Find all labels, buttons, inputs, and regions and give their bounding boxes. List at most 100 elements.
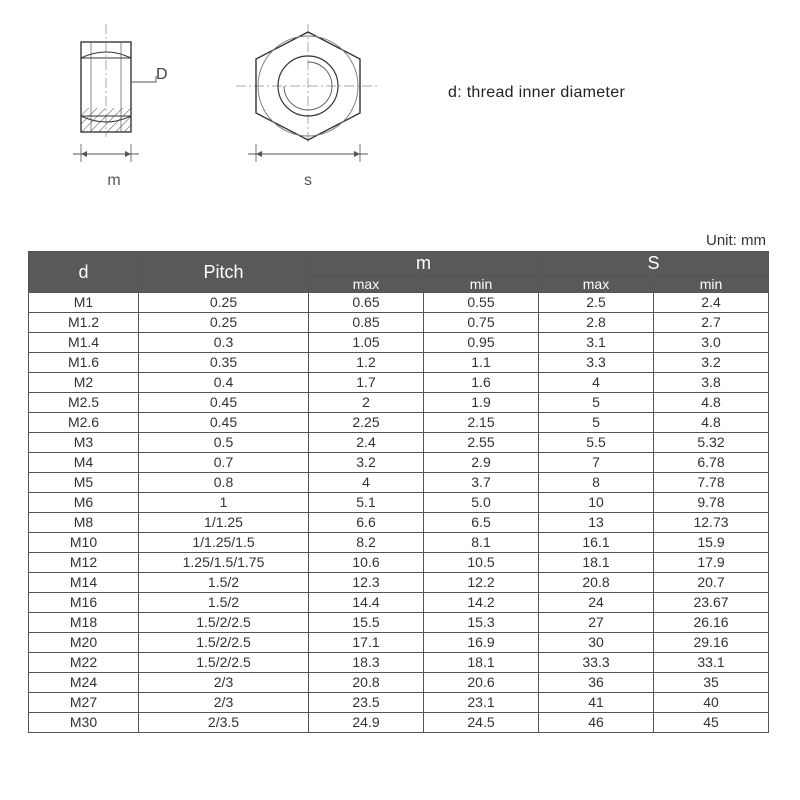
table-row: M272/323.523.14140 <box>29 693 769 713</box>
cell-s_max: 41 <box>539 693 654 713</box>
cell-d: M30 <box>29 713 139 733</box>
table-row: M181.5/2/2.515.515.32726.16 <box>29 613 769 633</box>
col-s-min: min <box>654 276 769 293</box>
cell-pitch: 1.5/2/2.5 <box>139 653 309 673</box>
cell-s_min: 40 <box>654 693 769 713</box>
cell-m_max: 3.2 <box>309 453 424 473</box>
cell-pitch: 2/3 <box>139 673 309 693</box>
cell-pitch: 2/3 <box>139 693 309 713</box>
table-row: M141.5/212.312.220.820.7 <box>29 573 769 593</box>
cell-s_max: 16.1 <box>539 533 654 553</box>
cell-s_max: 4 <box>539 373 654 393</box>
cell-d: M2 <box>29 373 139 393</box>
cell-s_max: 10 <box>539 493 654 513</box>
table-row: M1.40.31.050.953.13.0 <box>29 333 769 353</box>
cell-m_min: 18.1 <box>424 653 539 673</box>
cell-m_min: 20.6 <box>424 673 539 693</box>
cell-m_min: 14.2 <box>424 593 539 613</box>
nut-top-view: s <box>218 24 398 190</box>
cell-s_min: 7.78 <box>654 473 769 493</box>
cell-s_max: 13 <box>539 513 654 533</box>
cell-pitch: 1.25/1.5/1.75 <box>139 553 309 573</box>
cell-s_max: 5 <box>539 413 654 433</box>
cell-s_max: 8 <box>539 473 654 493</box>
cell-m_max: 0.65 <box>309 293 424 313</box>
cell-m_min: 0.55 <box>424 293 539 313</box>
cell-s_min: 29.16 <box>654 633 769 653</box>
table-row: M121.25/1.5/1.7510.610.518.117.9 <box>29 553 769 573</box>
cell-s_max: 46 <box>539 713 654 733</box>
cell-m_min: 10.5 <box>424 553 539 573</box>
table-row: M2.50.4521.954.8 <box>29 393 769 413</box>
table-row: M101/1.25/1.58.28.116.115.9 <box>29 533 769 553</box>
cell-s_min: 26.16 <box>654 613 769 633</box>
cell-s_max: 36 <box>539 673 654 693</box>
table-row: M221.5/2/2.518.318.133.333.1 <box>29 653 769 673</box>
cell-pitch: 1.5/2 <box>139 593 309 613</box>
cell-d: M2.6 <box>29 413 139 433</box>
cell-m_max: 24.9 <box>309 713 424 733</box>
table-row: M161.5/214.414.22423.67 <box>29 593 769 613</box>
cell-m_min: 8.1 <box>424 533 539 553</box>
cell-m_max: 2.4 <box>309 433 424 453</box>
cell-pitch: 0.25 <box>139 293 309 313</box>
cell-m_min: 12.2 <box>424 573 539 593</box>
cell-pitch: 0.4 <box>139 373 309 393</box>
cell-s_max: 2.8 <box>539 313 654 333</box>
table-row: M10.250.650.552.52.4 <box>29 293 769 313</box>
cell-pitch: 1.5/2 <box>139 573 309 593</box>
cell-m_min: 1.6 <box>424 373 539 393</box>
cell-s_min: 3.0 <box>654 333 769 353</box>
table-row: M2.60.452.252.1554.8 <box>29 413 769 433</box>
cell-d: M20 <box>29 633 139 653</box>
cell-s_min: 12.73 <box>654 513 769 533</box>
cell-m_min: 3.7 <box>424 473 539 493</box>
cell-m_min: 2.9 <box>424 453 539 473</box>
cell-m_min: 24.5 <box>424 713 539 733</box>
cell-s_max: 24 <box>539 593 654 613</box>
cell-m_max: 1.2 <box>309 353 424 373</box>
table-row: M615.15.0109.78 <box>29 493 769 513</box>
diagram-row: D m s <box>28 24 772 190</box>
cell-m_min: 6.5 <box>424 513 539 533</box>
table-row: M1.20.250.850.752.82.7 <box>29 313 769 333</box>
cell-s_min: 23.67 <box>654 593 769 613</box>
col-s-max: max <box>539 276 654 293</box>
cell-s_min: 17.9 <box>654 553 769 573</box>
cell-s_max: 3.3 <box>539 353 654 373</box>
col-s: S <box>539 252 769 276</box>
cell-s_max: 5.5 <box>539 433 654 453</box>
cell-m_max: 10.6 <box>309 553 424 573</box>
cell-s_max: 27 <box>539 613 654 633</box>
cell-s_max: 7 <box>539 453 654 473</box>
cell-s_min: 45 <box>654 713 769 733</box>
cell-s_min: 4.8 <box>654 393 769 413</box>
col-m-min: min <box>424 276 539 293</box>
cell-s_min: 35 <box>654 673 769 693</box>
cell-m_max: 0.85 <box>309 313 424 333</box>
cell-m_min: 0.75 <box>424 313 539 333</box>
cell-s_max: 33.3 <box>539 653 654 673</box>
cell-d: M27 <box>29 693 139 713</box>
cell-pitch: 0.25 <box>139 313 309 333</box>
cell-s_max: 30 <box>539 633 654 653</box>
table-row: M20.41.71.643.8 <box>29 373 769 393</box>
cell-m_max: 1.05 <box>309 333 424 353</box>
cell-m_min: 0.95 <box>424 333 539 353</box>
cell-s_min: 20.7 <box>654 573 769 593</box>
table-row: M30.52.42.555.55.32 <box>29 433 769 453</box>
cell-m_max: 14.4 <box>309 593 424 613</box>
cell-s_min: 2.4 <box>654 293 769 313</box>
cell-s_min: 15.9 <box>654 533 769 553</box>
cell-s_min: 2.7 <box>654 313 769 333</box>
cell-pitch: 1/1.25 <box>139 513 309 533</box>
cell-m_max: 2.25 <box>309 413 424 433</box>
cell-pitch: 1 <box>139 493 309 513</box>
cell-s_max: 20.8 <box>539 573 654 593</box>
cell-pitch: 0.3 <box>139 333 309 353</box>
cell-pitch: 0.5 <box>139 433 309 453</box>
cell-pitch: 1/1.25/1.5 <box>139 533 309 553</box>
cell-d: M3 <box>29 433 139 453</box>
cell-d: M1.6 <box>29 353 139 373</box>
cell-m_max: 4 <box>309 473 424 493</box>
